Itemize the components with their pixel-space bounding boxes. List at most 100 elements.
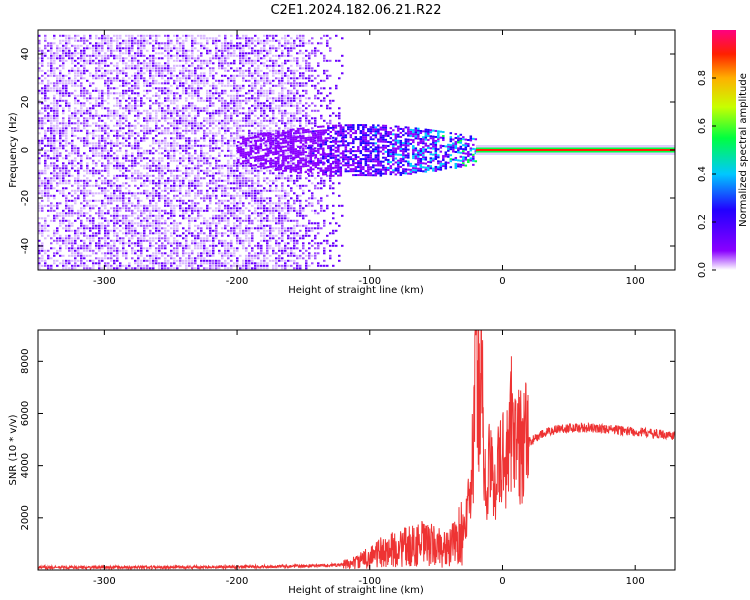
- spectrogram-cell: [170, 89, 173, 92]
- spectrogram-cell: [158, 67, 161, 70]
- spectrogram-cell: [38, 117, 41, 120]
- spectrogram-cell: [266, 189, 269, 192]
- spectrogram-cell: [221, 214, 224, 217]
- spectrogram-cell: [140, 99, 143, 102]
- spectrogram-cell: [230, 167, 233, 170]
- spectrogram-cell: [50, 119, 53, 122]
- spectrogram-cell: [209, 149, 212, 152]
- spectrogram-cell: [200, 144, 203, 147]
- spectrogram-cell: [206, 92, 209, 95]
- spectrogram-cell: [41, 82, 44, 85]
- spectrogram-cell: [230, 112, 233, 115]
- spectrogram-cell: [146, 224, 149, 227]
- spectrogram-cell: [137, 142, 140, 145]
- spectrogram-cell: [200, 124, 203, 127]
- spectrogram-cell: [167, 164, 170, 167]
- spectrogram-cell: [143, 79, 146, 82]
- spectrogram-cell: [74, 239, 77, 242]
- spectrogram-cell: [266, 242, 269, 245]
- spectrogram-cell: [260, 162, 263, 165]
- spectrogram-cell: [221, 199, 224, 202]
- spectrogram-cell: [161, 209, 164, 212]
- spectrogram-cell: [245, 167, 248, 170]
- spectrogram-cell: [176, 239, 179, 242]
- spectrogram-cell: [242, 229, 245, 232]
- spectrogram-cell: [101, 202, 104, 205]
- spectrogram-cell: [38, 264, 41, 267]
- spectrogram-cell: [53, 104, 56, 107]
- spectrogram-cell: [278, 169, 281, 172]
- spectrogram-cell: [272, 217, 275, 220]
- spectrogram-cell: [233, 82, 236, 85]
- spectrogram-cell: [257, 54, 260, 57]
- spectrogram-cell: [248, 229, 251, 232]
- spectrogram-cell: [185, 62, 188, 65]
- spectrogram-cell: [98, 199, 101, 202]
- spectrogram-cell: [275, 124, 278, 127]
- spectrogram-cell: [197, 212, 200, 215]
- spectrogram-cell: [92, 174, 95, 177]
- spectrogram-cell: [206, 39, 209, 42]
- spectrogram-cell: [116, 124, 119, 127]
- spectrogram-cell: [272, 47, 275, 50]
- spectrogram-cell: [134, 79, 137, 82]
- spectrogram-cell: [101, 104, 104, 107]
- spectrogram-cell: [257, 189, 260, 192]
- spectrogram-cell: [59, 167, 62, 170]
- spectrogram-cell: [65, 34, 68, 37]
- spectrogram-cell: [98, 102, 101, 105]
- spectrogram-cell: [83, 62, 86, 65]
- spectrogram-cell: [50, 87, 53, 90]
- spectrogram-cell: [164, 244, 167, 247]
- spectrogram-cell: [71, 129, 74, 132]
- spectrogram-cell: [107, 249, 110, 252]
- spectrogram-cell: [161, 42, 164, 45]
- spectrogram-cell: [77, 119, 80, 122]
- spectrogram-cell: [74, 234, 77, 237]
- spectrogram-cell: [95, 154, 98, 157]
- spectrogram-cell: [203, 169, 206, 172]
- spectrogram-cell: [236, 187, 239, 190]
- spectrogram-cell: [170, 179, 173, 182]
- spectrogram-cell: [149, 174, 152, 177]
- spectrogram-cell: [191, 207, 194, 210]
- spectrogram-cell: [65, 132, 68, 135]
- spectrogram-cell: [59, 192, 62, 195]
- spectrogram-cell: [239, 202, 242, 205]
- spectrogram-cell: [281, 87, 284, 90]
- spectrogram-cell: [74, 182, 77, 185]
- spectrogram-cell: [251, 37, 254, 40]
- spectrogram-cell: [278, 107, 281, 110]
- spectrogram-cell: [248, 264, 251, 267]
- spectrogram-cell: [200, 154, 203, 157]
- spectrogram-cell: [275, 54, 278, 57]
- spectrogram-cell: [215, 182, 218, 185]
- spectrogram-cell: [140, 259, 143, 262]
- spectrogram-cell: [152, 174, 155, 177]
- spectrogram-cell: [248, 209, 251, 212]
- spectrogram-cell: [41, 97, 44, 100]
- spectrogram-cell: [260, 249, 263, 252]
- spectrogram-cell: [185, 127, 188, 130]
- spectrogram-cell: [44, 54, 47, 57]
- spectrogram-cell: [86, 54, 89, 57]
- spectrogram-cell: [203, 259, 206, 262]
- spectrogram-cell: [113, 209, 116, 212]
- spectrogram-cell: [236, 119, 239, 122]
- spectrogram-cell: [248, 114, 251, 117]
- spectrogram-cell: [203, 144, 206, 147]
- spectrogram-cell: [212, 137, 215, 140]
- spectrogram-cell: [74, 107, 77, 110]
- spectrogram-cell: [176, 49, 179, 52]
- spectrogram-cell: [200, 127, 203, 130]
- spectrogram-cell: [104, 204, 107, 207]
- spectrogram-cell: [221, 192, 224, 195]
- spectrogram-cell: [221, 74, 224, 77]
- spectrogram-cell: [98, 139, 101, 142]
- spectrogram-cell: [89, 247, 92, 250]
- spectrogram-cell: [263, 259, 266, 262]
- spectrogram-cell: [188, 184, 191, 187]
- spectrogram-cell: [233, 169, 236, 172]
- spectrogram-cell: [200, 42, 203, 45]
- spectrogram-cell: [233, 69, 236, 72]
